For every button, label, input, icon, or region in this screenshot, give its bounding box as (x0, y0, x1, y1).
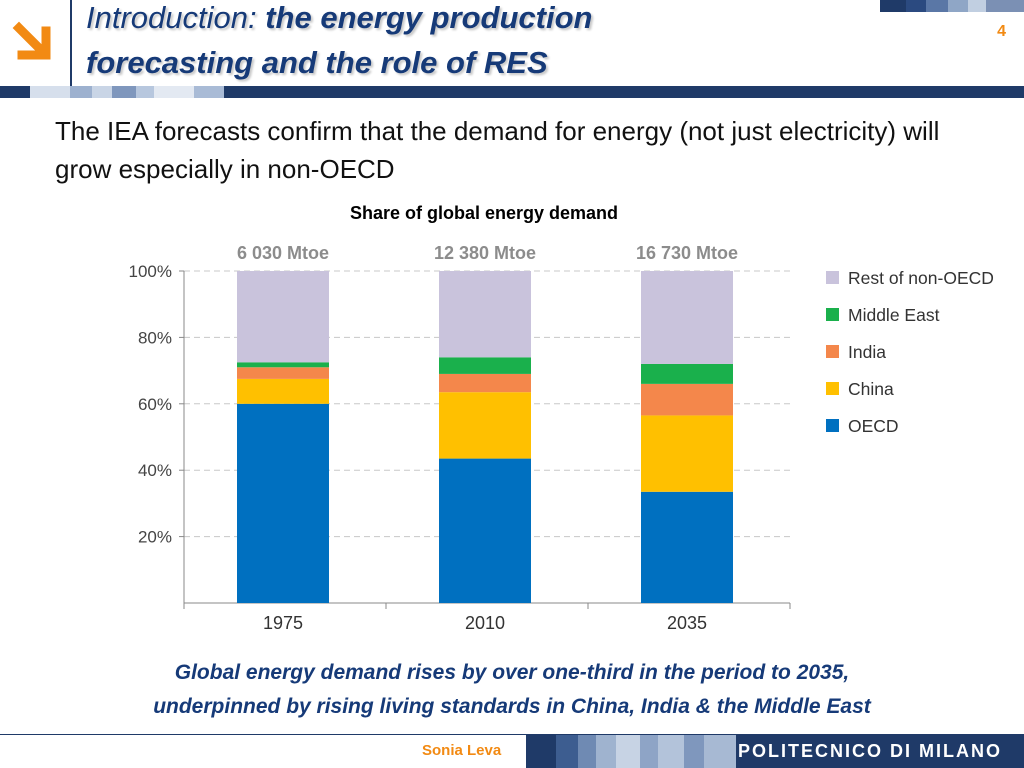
x-tick-label: 1975 (263, 613, 303, 633)
caption-line-1: Global energy demand rises by over one-t… (174, 661, 850, 684)
y-tick-label: 100% (129, 262, 172, 281)
slide-number: 4 (997, 23, 1006, 40)
caption-line-2: underpinned by rising living standards i… (153, 695, 871, 718)
bar-segment-india-1975 (237, 367, 329, 379)
legend-swatch (826, 271, 839, 284)
legend-swatch (826, 345, 839, 358)
chart-legend: Rest of non-OECD Middle East India China OEC… (826, 268, 994, 436)
x-tick-label: 2010 (465, 613, 505, 633)
bar-segment-china-2010 (439, 392, 531, 459)
legend-label: China (848, 379, 894, 399)
legend-label: India (848, 342, 886, 362)
chart-title: Share of global energy demand (349, 203, 619, 223)
intro-text: The IEA forecasts confirm that the deman… (55, 116, 940, 184)
bar-segment-rest-of-non-oecd-2010 (439, 271, 531, 358)
bar-segment-india-2010 (439, 373, 531, 393)
bar-segment-middle-east-1975 (237, 362, 329, 368)
bar-segment-middle-east-2035 (641, 363, 733, 384)
caption: Global energy demand rises by over one-t… (0, 656, 1024, 724)
header-divider (70, 0, 72, 86)
stacked-bar-chart: 20% 40% 60% 80% 100% 1975 6 030 Mtoe 2010 12 380… (129, 243, 994, 633)
footer-rule (0, 734, 1024, 735)
bar-segment-china-1975 (237, 378, 329, 404)
bar-segment-china-2035 (641, 415, 733, 492)
total-label: 12 380 Mtoe (434, 243, 536, 263)
bar-segment-oecd-2035 (641, 491, 733, 603)
y-tick-label: 60% (138, 395, 172, 414)
legend-label: Rest of non-OECD (848, 268, 994, 288)
bar-segment-oecd-2010 (439, 458, 531, 603)
footer-band (526, 735, 1024, 768)
legend-swatch (826, 308, 839, 321)
bars (237, 271, 733, 603)
y-tick-label: 40% (138, 461, 172, 480)
title-rest: the energy production (265, 0, 593, 35)
top-right-stripe (880, 0, 1024, 12)
legend-label: Middle East (848, 305, 940, 325)
legend-swatch (826, 382, 839, 395)
total-label: 6 030 Mtoe (237, 243, 329, 263)
total-label: 16 730 Mtoe (636, 243, 738, 263)
logo-arrow-icon (0, 0, 70, 86)
x-tick-label: 2035 (667, 613, 707, 633)
legend-label: OECD (848, 416, 899, 436)
y-tick-label: 20% (138, 528, 172, 547)
slide-title-line-2: forecasting and the role of RES (86, 45, 548, 80)
y-tick-label: 80% (138, 328, 172, 347)
slide-title-line-1: Introduction: the energy production (86, 0, 592, 36)
institution-name: POLITECNICO DI MILANO (738, 741, 1002, 761)
axis-labels: 20% 40% 60% 80% 100% 1975 6 030 Mtoe 2010 12 380… (129, 243, 739, 633)
header-stripe (0, 86, 1024, 98)
bar-segment-rest-of-non-oecd-1975 (237, 271, 329, 363)
author-name: Sonia Leva (422, 742, 502, 759)
bar-segment-india-2035 (641, 383, 733, 416)
bar-segment-oecd-1975 (237, 403, 329, 603)
bar-segment-rest-of-non-oecd-2035 (641, 271, 733, 364)
title-prefix: Introduction: (86, 0, 266, 35)
legend-swatch (826, 419, 839, 432)
bar-segment-middle-east-2010 (439, 357, 531, 374)
